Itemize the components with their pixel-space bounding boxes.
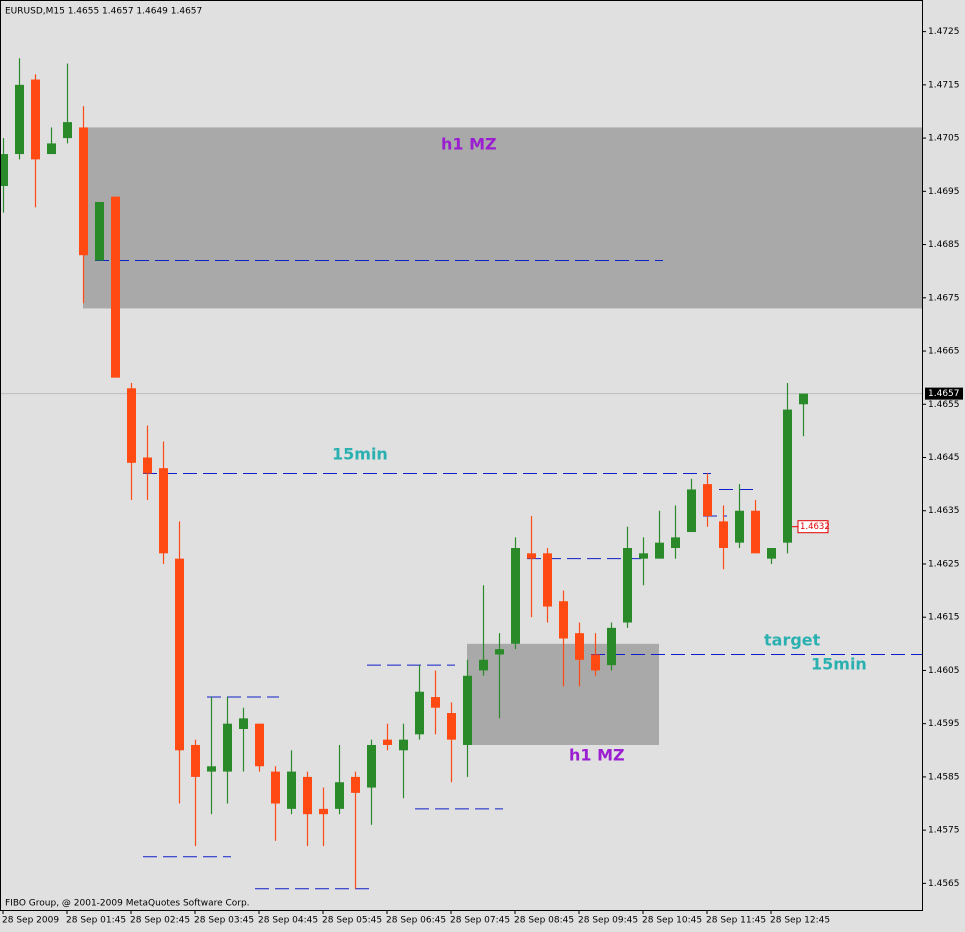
candle-body (319, 808, 328, 815)
y-tick-label: 1.4625 (928, 559, 960, 569)
y-tick-label: 1.4715 (928, 80, 960, 90)
candle-body (207, 766, 216, 772)
y-tick-label: 1.4695 (928, 187, 960, 197)
alert-level-label: 1.4632 (800, 522, 830, 532)
y-tick-label: 1.4725 (928, 27, 960, 37)
x-tick-label: 28 Sep 11:45 (706, 916, 766, 926)
candle-body (735, 510, 744, 543)
candle-body (623, 548, 632, 623)
candle-body (463, 675, 472, 745)
x-tick-label: 28 Sep 04:45 (258, 916, 318, 926)
x-tick-label: 28 Sep 06:45 (386, 916, 446, 926)
candle-body (175, 558, 184, 751)
zone (83, 127, 922, 309)
candle-body (239, 718, 248, 729)
candle-body (751, 510, 760, 554)
candle-body (559, 601, 568, 639)
candle-body (719, 521, 728, 548)
candle-body (31, 79, 40, 160)
y-tick-label: 1.4705 (928, 134, 960, 144)
candle-body (607, 627, 616, 666)
candle-body (431, 697, 440, 708)
candle-body (527, 553, 536, 559)
x-tick-label: 28 Sep 09:45 (578, 916, 638, 926)
candle-body (383, 739, 392, 745)
candle-body (511, 548, 520, 644)
candle-body (287, 771, 296, 809)
y-tick-label: 1.4595 (928, 719, 960, 729)
candle-body (63, 122, 72, 139)
candle-body (655, 542, 664, 559)
current-price-box (925, 387, 963, 400)
x-tick-label: 28 Sep 02:45 (130, 916, 190, 926)
annotation: h1 MZ (569, 746, 625, 765)
candle-body (127, 388, 136, 463)
candle-body (191, 744, 200, 777)
y-tick-label: 1.4645 (928, 453, 960, 463)
candle-body (335, 782, 344, 809)
candle-body (447, 713, 456, 740)
candle-body (159, 468, 168, 554)
candle-body (47, 143, 56, 155)
x-tick-label: 28 Sep 03:45 (194, 916, 254, 926)
plot-frame (0, 0, 923, 911)
candle-body (95, 201, 104, 261)
annotation: target (764, 631, 821, 650)
x-tick-label: 28 Sep 05:45 (322, 916, 382, 926)
y-tick-label: 1.4605 (928, 666, 960, 676)
candle-body (271, 771, 280, 804)
candle-body (575, 633, 584, 660)
current-price-label: 1.4657 (928, 389, 960, 399)
y-tick-label: 1.4675 (928, 293, 960, 303)
y-tick-label: 1.4615 (928, 613, 960, 623)
candle-body (303, 776, 312, 815)
candle-body (399, 739, 408, 751)
candle-body (591, 654, 600, 671)
candle-body (79, 127, 88, 256)
candle-body (143, 457, 152, 474)
candle-body (351, 776, 360, 793)
candle-body (543, 553, 552, 607)
candle-body (799, 393, 808, 405)
alert-level-box (797, 520, 829, 534)
x-tick-label: 28 Sep 01:45 (66, 916, 126, 926)
candle-body (639, 553, 648, 559)
candle-body (415, 691, 424, 735)
chart-title: EURUSD,M15 1.4655 1.4657 1.4649 1.4657 (5, 7, 202, 17)
candle-body (367, 744, 376, 788)
annotation: h1 MZ (441, 135, 497, 154)
y-tick-label: 1.4575 (928, 826, 960, 836)
candle-body (0, 154, 8, 186)
candle-body (671, 537, 680, 548)
candle-body (495, 649, 504, 655)
x-tick-label: 28 Sep 12:45 (770, 916, 830, 926)
y-tick-label: 1.4655 (928, 400, 960, 410)
y-tick-label: 1.4685 (928, 240, 960, 250)
y-tick-label: 1.4635 (928, 506, 960, 516)
candle-body (15, 84, 24, 155)
x-tick-label: 28 Sep 2009 (2, 916, 59, 926)
candle-body (223, 723, 232, 772)
candle-body (479, 659, 488, 671)
x-tick-label: 28 Sep 08:45 (514, 916, 574, 926)
candle-body (255, 723, 264, 767)
candle-body (783, 409, 792, 543)
copyright: FIBO Group, @ 2001-2009 MetaQuotes Softw… (5, 899, 250, 909)
y-tick-label: 1.4565 (928, 879, 960, 889)
y-tick-label: 1.4665 (928, 347, 960, 357)
candle-body (767, 548, 776, 559)
candle-body (111, 196, 120, 378)
candle-body (703, 484, 712, 517)
candle-body (687, 489, 696, 533)
x-tick-label: 28 Sep 10:45 (642, 916, 702, 926)
x-tick-label: 28 Sep 07:45 (450, 916, 510, 926)
annotation: 15min (811, 655, 867, 674)
y-tick-label: 1.4585 (928, 772, 960, 782)
annotation: 15min (332, 445, 388, 464)
